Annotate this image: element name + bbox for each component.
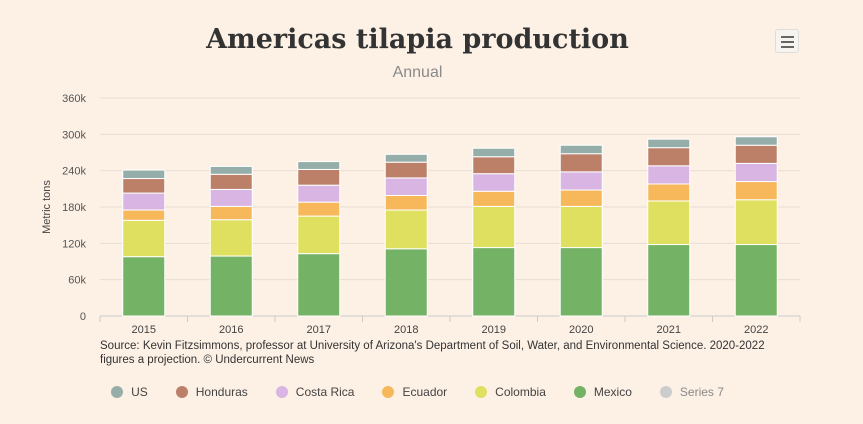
bar-segment-costa-rica [209,188,253,207]
legend-label: Ecuador [402,385,448,399]
bar-segment-mexico [122,256,166,317]
legend-swatch [175,386,188,398]
bar-segment-mexico [297,253,341,317]
menu-bar [781,36,794,38]
legend-swatch [659,386,672,398]
bar-segment-honduras [209,173,253,190]
x-tick-label: 2020 [569,324,593,336]
bar-segment-us [647,138,691,149]
bar-segment-us [209,165,253,175]
bar-segment-costa-rica [559,171,603,191]
bar-segment-colombia [734,199,778,246]
bar-segment-honduras [472,156,516,175]
legend-item-mexico[interactable]: Mexico [573,385,632,399]
legend-swatch [382,386,395,398]
menu-bar [781,46,794,48]
x-tick-label: 2021 [657,324,681,336]
legend-label: Colombia [495,385,546,399]
bar-segment-us [384,153,428,163]
bar-segment-honduras [559,153,603,173]
chart-title: Americas tilapia production [206,24,629,55]
legend-item-colombia[interactable]: Colombia [475,385,546,399]
bar-segment-colombia [559,205,603,249]
bar-segment-colombia [297,215,341,255]
bar-segment-us [122,169,166,180]
legend-label: Costa Rica [295,385,355,399]
bar-segment-colombia [472,205,516,249]
bar-segment-mexico [209,255,253,317]
bar-segment-mexico [559,247,603,317]
bar-segment-colombia [122,219,166,258]
menu-bar [781,41,794,43]
x-tick-label: 2018 [394,324,418,336]
legend-swatch [111,386,124,398]
legend-swatch [573,386,586,398]
legend-item-costa-rica[interactable]: Costa Rica [275,385,355,399]
legend-label: Series 7 [679,385,724,399]
legend-item-series-7[interactable]: Series 7 [659,385,724,399]
bar-segment-honduras [647,147,691,167]
bar-segment-us [559,144,603,155]
bar-segment-costa-rica [297,184,341,203]
y-tick-label: 60k [68,275,86,287]
bar-segment-mexico [734,244,778,317]
bar-segment-us [734,136,778,146]
bar-segment-us [297,161,341,170]
bar-segment-costa-rica [122,192,166,211]
bar-segment-costa-rica [384,177,428,196]
source-note: Source: Kevin Fitzsimmons, professor at … [100,340,765,366]
bar-segment-colombia [384,209,428,250]
hamburger-menu-icon[interactable] [775,29,799,53]
bar-segment-ecuador [122,209,166,221]
bar-segment-ecuador [297,201,341,217]
legend-item-us[interactable]: US [111,385,148,399]
bar-segment-honduras [384,161,428,179]
x-tick-label: 2015 [132,324,156,336]
bar-segment-honduras [297,168,341,186]
legend-item-honduras[interactable]: Honduras [175,385,248,399]
bar-segment-colombia [209,219,253,257]
bar-segment-honduras [122,178,166,194]
bar-segment-mexico [647,244,691,317]
legend-label: US [131,385,148,399]
bar-segment-us [472,147,516,158]
bar-segment-costa-rica [472,173,516,192]
bar-segment-ecuador [647,183,691,202]
y-tick-label: 300k [62,129,86,141]
y-tick-label: 180k [62,202,86,214]
legend-swatch [275,386,288,398]
y-tick-label: 360k [62,93,86,105]
bar-segment-mexico [384,248,428,317]
bar-segment-costa-rica [734,162,778,183]
legend-label: Honduras [195,385,248,399]
y-tick-label: 120k [62,238,86,250]
bar-segment-ecuador [734,181,778,201]
chart-legend: US Honduras Costa Rica Ecuador Colombia Mexic… [0,385,835,399]
y-tick-label: 240k [62,166,86,178]
x-tick-label: 2016 [219,324,243,336]
x-tick-label: 2019 [482,324,506,336]
bar-segment-ecuador [559,189,603,207]
y-axis-title: Metric tons [41,180,53,234]
bar-segment-ecuador [472,190,516,207]
legend-item-ecuador[interactable]: Ecuador [382,385,447,399]
x-tick-label: 2017 [307,324,331,336]
bar-segment-honduras [734,144,778,164]
legend-swatch [475,386,488,398]
y-tick-label: 0 [80,311,86,323]
bar-segment-mexico [472,247,516,317]
x-tick-label: 2022 [744,324,768,336]
legend-label: Mexico [593,385,632,399]
bar-segment-colombia [647,200,691,246]
bar-segment-costa-rica [647,165,691,185]
chart-subtitle: Annual [392,64,443,81]
bar-segment-ecuador [384,194,428,211]
bar-segment-ecuador [209,205,253,221]
